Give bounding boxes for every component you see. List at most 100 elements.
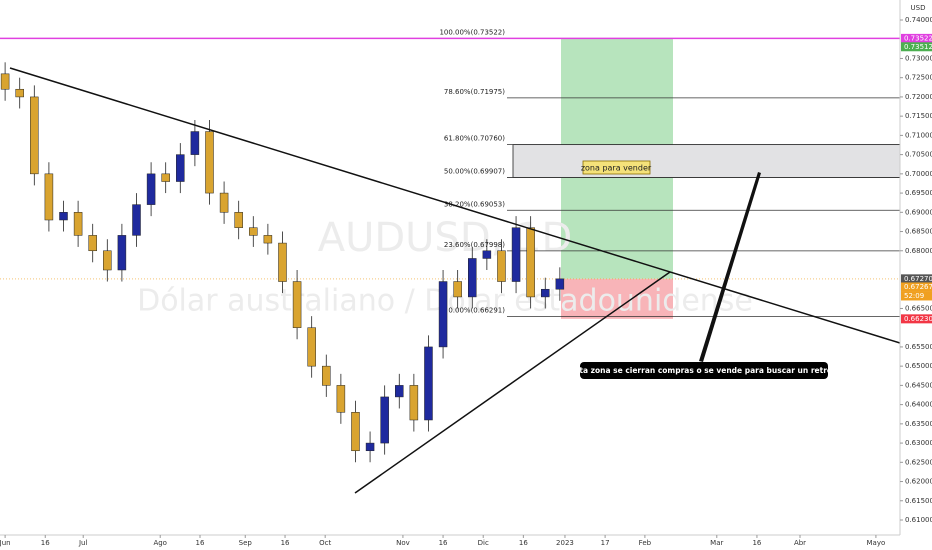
candle-body xyxy=(44,173,54,221)
y-tick-label: 0.65000 xyxy=(905,362,932,370)
candle-body xyxy=(511,227,521,282)
zone-label: zona para vender xyxy=(581,164,652,173)
currency: USD xyxy=(911,4,926,12)
x-tick-label: 16 xyxy=(752,539,761,547)
candle-body xyxy=(161,173,170,182)
trendline-upper xyxy=(9,67,901,344)
y-tick-label: 0.68500 xyxy=(905,228,932,236)
x-tick-label: 16 xyxy=(519,539,528,547)
price-tag-label: 0.73522 xyxy=(904,34,932,42)
price-tag xyxy=(901,42,932,52)
candle-body xyxy=(205,131,214,194)
y-tick-label: 0.68000 xyxy=(905,247,932,255)
candle-body xyxy=(103,250,112,271)
candle-body xyxy=(176,154,185,182)
x-tick-label: 16 xyxy=(439,539,448,547)
candle-body xyxy=(132,204,141,236)
fib-label: 78.60%(0.71975) xyxy=(444,88,505,96)
price-tag xyxy=(901,274,932,284)
fib-label: 0.00%(0.66291) xyxy=(448,307,505,315)
fib-label: 61.80%(0.70760) xyxy=(444,135,505,143)
fib-label: 23.60%(0.67998) xyxy=(444,241,505,249)
x-tick-label: Jul xyxy=(78,539,88,547)
candle-body xyxy=(278,242,287,282)
candle-body xyxy=(555,278,565,290)
candle-body xyxy=(219,192,229,213)
y-tick-label: 0.73000 xyxy=(905,54,932,62)
price-tag-label: 0.67267 xyxy=(904,283,932,291)
x-tick-label: 16 xyxy=(196,539,205,547)
y-tick-label: 0.62500 xyxy=(905,458,932,466)
y-tick-label: 0.61000 xyxy=(905,516,932,524)
note-box xyxy=(580,362,828,379)
candle-body xyxy=(307,327,316,367)
candle-body xyxy=(146,173,156,205)
y-tick-label: 0.63000 xyxy=(905,439,932,447)
x-tick-label: Mayo xyxy=(867,539,886,547)
y-tick-label: 0.72000 xyxy=(905,93,932,101)
x-tick-label: Dic xyxy=(478,539,489,547)
candle-body xyxy=(395,385,404,398)
y-tick-label: 0.63500 xyxy=(905,420,932,428)
candle-body xyxy=(117,235,127,271)
y-tick-label: 0.71500 xyxy=(905,112,932,120)
pointer-line xyxy=(699,172,761,362)
price-tag-label: 0.66230 xyxy=(904,315,932,323)
candle-body xyxy=(15,88,24,98)
y-tick-label: 0.70500 xyxy=(905,151,932,159)
candle-body xyxy=(526,227,535,298)
candle-body xyxy=(497,250,506,282)
zone-label-box xyxy=(582,160,651,175)
y-tick-label: 0.61500 xyxy=(905,497,932,505)
x-tick-label: Abr xyxy=(794,539,806,547)
x-tick-label: Feb xyxy=(639,539,652,547)
candle-body xyxy=(365,442,375,452)
y-tick-label: 0.71000 xyxy=(905,131,932,139)
time-axis xyxy=(0,535,900,550)
fib-label: 50.00%(0.69907) xyxy=(444,167,505,175)
y-tick-label: 0.72500 xyxy=(905,74,932,82)
candle-body xyxy=(482,250,492,259)
x-tick-label: 17 xyxy=(601,539,610,547)
x-tick-label: Jun xyxy=(0,539,11,547)
candle-body xyxy=(380,396,389,444)
price-tag xyxy=(901,314,932,324)
y-tick-label: 0.64500 xyxy=(905,381,932,389)
candle-body xyxy=(409,385,419,421)
price-tag-label: 0.67270 xyxy=(904,275,932,283)
x-tick-label: Sep xyxy=(239,539,253,547)
y-tick-label: 0.69000 xyxy=(905,208,932,216)
loss-zone xyxy=(561,278,673,319)
x-tick-label: Nov xyxy=(396,539,410,547)
y-tick-label: 0.62000 xyxy=(905,478,932,486)
countdown-tag xyxy=(901,291,932,301)
y-tick-label: 0.64000 xyxy=(905,401,932,409)
candle-body xyxy=(541,288,550,298)
candle-body xyxy=(468,258,477,298)
y-tick-label: 0.69500 xyxy=(905,189,932,197)
candle-body xyxy=(88,235,97,252)
x-tick-label: Oct xyxy=(319,539,331,547)
candle-body xyxy=(249,227,258,236)
price-tag xyxy=(901,282,932,292)
fib-label: 38.20%(0.69053) xyxy=(444,200,505,208)
candle-body xyxy=(292,281,302,328)
candle-body xyxy=(190,131,200,155)
candle-body xyxy=(234,212,243,228)
candle-body xyxy=(351,412,360,452)
candle-body xyxy=(263,235,273,244)
x-tick-label: 16 xyxy=(41,539,50,547)
y-tick-label: 0.70000 xyxy=(905,170,932,178)
fib-label: 100.00%(0.73522) xyxy=(439,28,505,36)
y-tick-label: 0.66500 xyxy=(905,304,932,312)
candle-body xyxy=(453,281,462,298)
x-tick-label: Ago xyxy=(153,539,167,547)
candle-body xyxy=(322,365,331,386)
x-tick-label: Mar xyxy=(710,539,723,547)
y-tick-label: 0.65500 xyxy=(905,343,932,351)
price-tag-label: 0.73512 xyxy=(904,43,932,51)
candle-body xyxy=(30,96,39,175)
sell-zone xyxy=(512,144,901,178)
